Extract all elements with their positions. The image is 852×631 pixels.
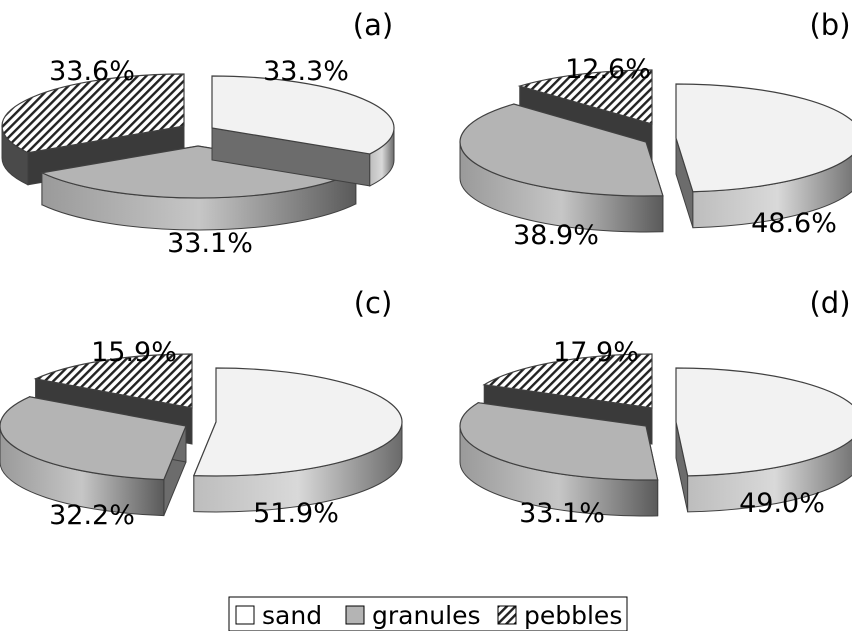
pie-data-label-granules: 33.1% xyxy=(167,228,253,259)
panel-tag: (c) xyxy=(354,286,393,320)
pie-panel-c: 51.9% 32.2% 15.9% (c) xyxy=(0,286,403,531)
pie-slice-top xyxy=(517,69,653,125)
legend-label-pebbles: pebbles xyxy=(524,601,622,630)
pie-panel-b: 48.6% 38.9% 12.6% (b) xyxy=(459,8,852,251)
pie-data-label-pebbles: 33.6% xyxy=(49,56,135,87)
legend: sand granules pebbles xyxy=(228,596,628,631)
pie-slice-top xyxy=(459,402,659,481)
pie-slice-top xyxy=(211,75,395,155)
pie-slice-sand xyxy=(675,367,852,513)
pie-slice-top xyxy=(482,353,653,409)
pie-slice-sand xyxy=(211,75,395,187)
pie-slice-top xyxy=(459,103,664,197)
panel-tag: (b) xyxy=(809,8,850,42)
legend-label-sand: sand xyxy=(262,601,322,630)
pie-data-label-sand: 48.6% xyxy=(751,208,837,239)
panel-tag: (a) xyxy=(353,8,393,42)
legend-swatch-sand xyxy=(235,605,255,625)
pie-slice-granules xyxy=(459,402,659,517)
pie-slice-top xyxy=(675,367,852,477)
pie-slice-granules xyxy=(459,103,664,233)
legend-swatch-granules xyxy=(345,605,365,625)
pie-data-label-pebbles: 17.9% xyxy=(553,337,639,368)
pie-data-label-pebbles: 15.9% xyxy=(91,337,177,368)
pie-data-label-pebbles: 12.6% xyxy=(565,54,651,85)
legend-label-granules: granules xyxy=(372,601,481,630)
pie-slice-top xyxy=(1,73,185,154)
pie-data-label-granules: 33.1% xyxy=(519,498,605,529)
pie-slice-top xyxy=(192,367,403,477)
pie-data-label-sand: 33.3% xyxy=(263,56,349,87)
pie-slice-top xyxy=(675,83,852,193)
pie-slice-top xyxy=(33,353,193,409)
pie-panel-d: 49.0% 33.1% 17.9% (d) xyxy=(459,286,852,529)
pie-slice-sand xyxy=(675,83,852,229)
pie-slice-granules xyxy=(0,396,187,517)
pie-data-label-sand: 51.9% xyxy=(253,498,339,529)
legend-frame xyxy=(228,596,628,631)
pie-slice-top xyxy=(39,145,358,199)
pie-panel-a: 33.3% 33.1% 33.6% (a) xyxy=(1,8,395,259)
pie-slice-top xyxy=(0,396,187,481)
pie-slice-sand xyxy=(192,367,403,513)
panel-tag: (d) xyxy=(809,286,850,320)
pie-data-label-sand: 49.0% xyxy=(739,488,825,519)
legend-swatch-pebbles xyxy=(497,605,517,625)
pie-data-label-granules: 38.9% xyxy=(513,220,599,251)
pie-data-label-granules: 32.2% xyxy=(49,500,135,531)
